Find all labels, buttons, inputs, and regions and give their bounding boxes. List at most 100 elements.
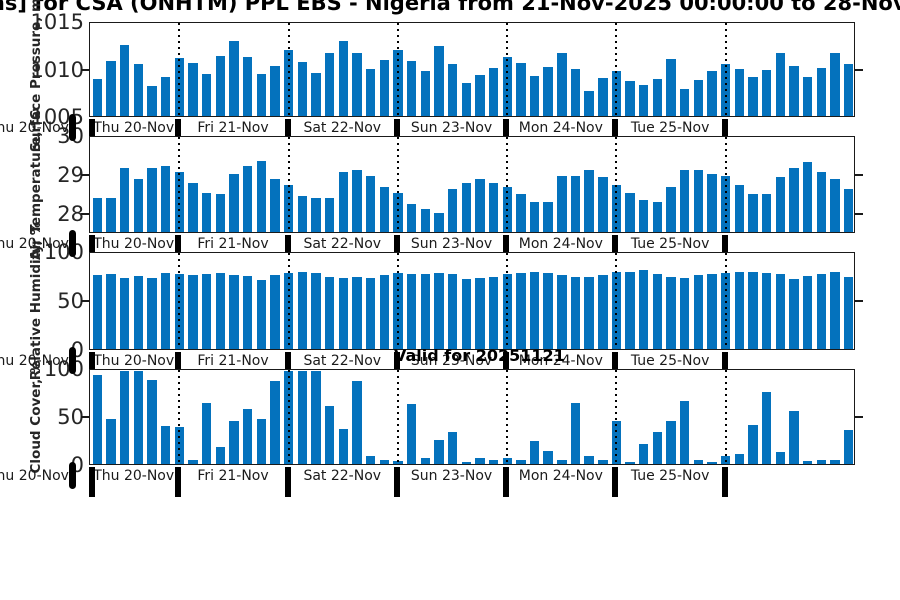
day-separator bbox=[503, 235, 510, 252]
bar bbox=[297, 272, 307, 349]
x-day-label: Mon 24-Nov bbox=[518, 120, 603, 136]
day-separator bbox=[393, 235, 400, 252]
y-tick-label: 1015 bbox=[30, 10, 84, 34]
y-tick-mark bbox=[81, 416, 89, 418]
bar bbox=[201, 192, 212, 232]
bar bbox=[557, 52, 567, 116]
day-separator bbox=[612, 119, 619, 136]
day-separator bbox=[89, 119, 95, 136]
bar bbox=[693, 169, 704, 232]
day-separator bbox=[284, 119, 291, 136]
y-axis-label-cloud-cover: Cloud Cover, % bbox=[28, 360, 44, 474]
day-separator bbox=[89, 467, 95, 497]
bar bbox=[215, 273, 226, 349]
bar bbox=[475, 458, 485, 464]
bar bbox=[748, 272, 758, 349]
bar bbox=[379, 186, 389, 232]
bar bbox=[598, 78, 608, 116]
valid-for-label: Valid for 20251121 bbox=[394, 346, 565, 365]
bar bbox=[338, 40, 348, 116]
bar bbox=[748, 77, 758, 116]
x-day-label: Sat 22-Nov bbox=[303, 468, 382, 484]
bar bbox=[529, 440, 540, 464]
bar bbox=[830, 272, 840, 349]
bar bbox=[229, 274, 239, 349]
day-separator bbox=[721, 352, 728, 369]
bar bbox=[666, 421, 676, 464]
bar bbox=[844, 188, 854, 232]
day-boundary-gridline bbox=[178, 370, 181, 463]
bar bbox=[161, 425, 171, 464]
bar bbox=[406, 273, 417, 349]
bar bbox=[734, 185, 745, 232]
day-boundary-gridline bbox=[287, 253, 290, 348]
y-tick-label: 28 bbox=[57, 201, 84, 226]
bar bbox=[133, 63, 144, 116]
day-boundary-gridline bbox=[178, 23, 181, 115]
bar bbox=[775, 451, 786, 464]
bar bbox=[338, 171, 348, 232]
bar bbox=[120, 168, 130, 232]
bar bbox=[120, 371, 130, 464]
bar bbox=[803, 275, 813, 349]
bar bbox=[639, 200, 649, 232]
x-label-clipped-left: Thu 20-Nov bbox=[0, 236, 69, 252]
day-separator bbox=[612, 235, 619, 252]
bar bbox=[311, 198, 321, 232]
day-boundary-gridline bbox=[287, 370, 290, 463]
bar bbox=[557, 460, 567, 464]
bar bbox=[557, 274, 567, 349]
x-tick-capsule bbox=[69, 114, 76, 141]
bar bbox=[789, 278, 799, 349]
bar bbox=[352, 52, 362, 116]
bar bbox=[147, 168, 157, 232]
bar bbox=[352, 276, 362, 349]
bar bbox=[338, 277, 348, 349]
bar bbox=[365, 69, 376, 116]
bar bbox=[775, 273, 786, 349]
x-day-label: Tue 25-Nov bbox=[630, 468, 710, 484]
day-separator bbox=[175, 235, 182, 252]
x-day-label: Fri 21-Nov bbox=[197, 236, 269, 252]
bar bbox=[201, 273, 212, 349]
day-boundary-gridline bbox=[178, 253, 181, 348]
bar bbox=[666, 186, 676, 232]
bar bbox=[475, 74, 485, 116]
bar bbox=[311, 72, 321, 116]
bar bbox=[92, 79, 103, 116]
bar bbox=[693, 460, 704, 464]
x-day-label: Sat 22-Nov bbox=[303, 353, 382, 369]
day-separator bbox=[393, 119, 400, 136]
bar bbox=[598, 274, 608, 349]
bar bbox=[680, 400, 690, 464]
bar bbox=[844, 63, 854, 116]
bar bbox=[816, 68, 827, 116]
bar bbox=[256, 279, 266, 349]
day-separator bbox=[284, 467, 291, 497]
bar bbox=[242, 57, 253, 116]
bar bbox=[693, 80, 704, 116]
y-tick-mark bbox=[855, 173, 863, 176]
x-label-clipped-left: Thu 20-Nov bbox=[0, 353, 69, 369]
bar bbox=[762, 392, 772, 464]
day-separator bbox=[175, 352, 182, 369]
day-separator bbox=[175, 467, 182, 497]
bar bbox=[201, 73, 212, 116]
bar bbox=[680, 169, 690, 232]
bar bbox=[734, 272, 745, 349]
day-separator bbox=[393, 352, 400, 369]
day-boundary-gridline bbox=[396, 23, 399, 115]
x-day-label: Thu 20-Nov bbox=[93, 353, 175, 369]
y-tick-label: 29 bbox=[57, 162, 84, 187]
bar bbox=[680, 89, 690, 116]
bar bbox=[420, 209, 430, 232]
bar bbox=[789, 168, 799, 232]
bar bbox=[215, 447, 226, 464]
y-tick-mark bbox=[855, 68, 863, 71]
bar bbox=[120, 277, 130, 349]
bar bbox=[420, 70, 430, 116]
bar bbox=[147, 85, 157, 116]
day-boundary-gridline bbox=[178, 137, 181, 231]
bar bbox=[92, 374, 103, 464]
bar bbox=[529, 201, 540, 232]
